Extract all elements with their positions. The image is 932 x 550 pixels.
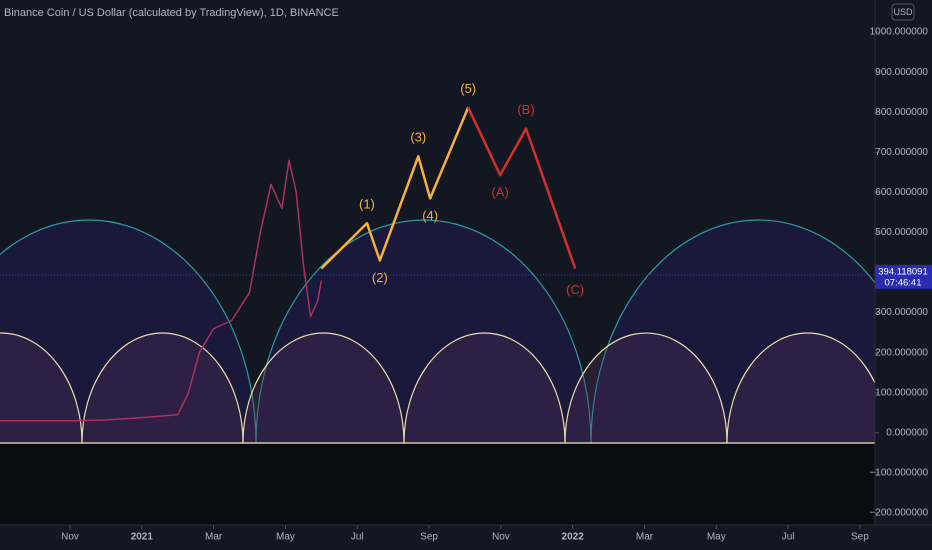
x-tick-label: May: [707, 532, 726, 543]
y-tick-label: 600.000000: [875, 187, 928, 198]
x-tick-label: Mar: [636, 532, 654, 543]
wave-label: (5): [460, 81, 476, 96]
y-tick-label: −200.000000: [869, 508, 928, 519]
x-tick-label: 2021: [131, 532, 154, 543]
wave-line: [467, 106, 577, 269]
y-tick-label: 700.000000: [875, 147, 928, 158]
x-tick-label: Nov: [61, 532, 79, 543]
currency-button[interactable]: [891, 3, 915, 21]
last-price-box: [875, 264, 932, 289]
x-tick-label: Jul: [782, 532, 795, 543]
x-tick-label: 2022: [562, 532, 585, 543]
y-tick-label: −100.000000: [869, 468, 928, 479]
chart-title: Binance Coin / US Dollar (calculated by …: [4, 7, 339, 19]
wave-line: [320, 106, 470, 270]
yellow-arc: [81, 332, 244, 444]
x-tick-label: Nov: [492, 532, 510, 543]
currency-label[interactable]: USD: [893, 7, 913, 17]
yellow-arc: [403, 332, 566, 444]
x-tick-label: Mar: [205, 532, 223, 543]
arcs: [0, 219, 927, 444]
wave-label: (3): [410, 130, 426, 145]
y-tick-label: 900.000000: [875, 67, 928, 78]
y-tick-label: 200.000000: [875, 347, 928, 358]
y-tick-label: 1000.000000: [870, 27, 929, 38]
wave-label: (2): [372, 270, 388, 285]
teal-arc: [0, 219, 257, 444]
y-tick-label: 0.000000: [886, 427, 928, 438]
wave-label: (1): [359, 197, 375, 212]
x-tick-label: May: [276, 532, 295, 543]
teal-arc: [255, 219, 592, 444]
countdown-label: 07:46:41: [885, 277, 922, 288]
x-tick-label: Sep: [851, 532, 869, 543]
last-price-label: 394.118091: [878, 266, 928, 277]
yellow-arc: [564, 332, 728, 444]
x-tick-label: Sep: [420, 532, 438, 543]
wave-label: (B): [517, 102, 534, 117]
wave-label: (C): [566, 282, 584, 297]
y-tick-label: 100.000000: [875, 387, 928, 398]
x-tick-label: Jul: [351, 532, 364, 543]
lower-band: [0, 443, 875, 525]
wave-label: (A): [491, 185, 508, 200]
wave-label: (4): [422, 208, 438, 223]
y-tick-label: 300.000000: [875, 307, 928, 318]
price-line: [0, 159, 323, 422]
y-tick-label: 500.000000: [875, 227, 928, 238]
y-tick-label: 800.000000: [875, 107, 928, 118]
yellow-arc: [242, 332, 405, 444]
yellow-arc: [0, 332, 83, 444]
